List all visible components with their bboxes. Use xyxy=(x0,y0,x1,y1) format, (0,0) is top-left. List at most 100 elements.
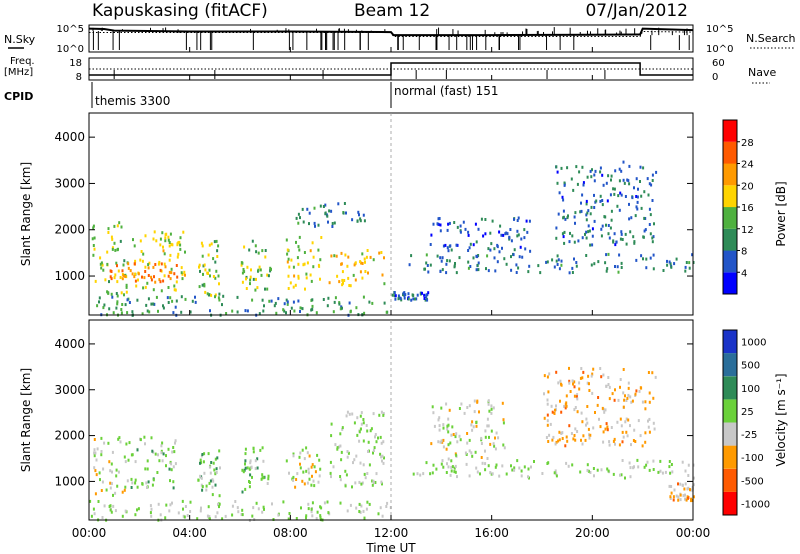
velocity-cell xyxy=(202,460,205,464)
power-cell xyxy=(362,295,365,299)
power-cell xyxy=(456,225,459,229)
power-cell xyxy=(412,297,415,301)
power-cell xyxy=(122,274,125,277)
velocity-cell xyxy=(169,479,171,483)
power-cell xyxy=(157,262,160,266)
velocity-cell xyxy=(487,402,490,406)
power-cell xyxy=(184,250,186,254)
power-cell xyxy=(92,253,95,257)
power-cell xyxy=(115,306,118,310)
power-cell xyxy=(288,265,291,269)
velocity-cell xyxy=(215,467,218,471)
power-cell xyxy=(590,263,593,267)
velocity-cell xyxy=(614,388,616,392)
velocity-cell xyxy=(550,404,553,408)
velocity-cell xyxy=(629,424,631,428)
power-cell xyxy=(581,193,584,197)
velocity-cell xyxy=(95,473,98,477)
velocity-cell xyxy=(572,437,575,441)
power-cell xyxy=(407,292,410,296)
power-cell xyxy=(194,295,196,299)
velocity-cell xyxy=(679,482,682,486)
power-cell xyxy=(608,236,611,240)
power-cell xyxy=(111,247,114,251)
power-cell xyxy=(92,244,95,247)
power-cell xyxy=(287,287,290,290)
power-cell xyxy=(634,214,637,218)
power-cell xyxy=(241,261,244,265)
velocity-cell xyxy=(627,418,630,422)
power-cell xyxy=(578,170,581,174)
power-cell xyxy=(108,307,111,311)
sky-panel-right-label: N.Search xyxy=(746,32,796,45)
velocity-cell xyxy=(305,469,308,473)
velocity-cell xyxy=(156,471,159,474)
velocity-cell xyxy=(622,391,625,395)
velocity-cell xyxy=(377,436,379,440)
power-cell xyxy=(144,234,147,238)
velocity-cell xyxy=(460,402,463,406)
power-cell xyxy=(194,300,197,304)
power-cell xyxy=(317,223,320,227)
velocity-cell xyxy=(244,459,247,463)
power-cell xyxy=(477,261,480,265)
power-cell xyxy=(93,247,96,251)
velocity-cell xyxy=(346,410,349,414)
velocity-cell xyxy=(470,423,473,427)
power-cell xyxy=(161,231,164,235)
velocity-cell xyxy=(568,381,571,385)
velocity-cell xyxy=(476,400,479,404)
velocity-cell xyxy=(484,449,486,453)
power-cell xyxy=(584,232,586,236)
velocity-cell xyxy=(430,442,433,446)
velocity-cell xyxy=(261,473,264,477)
cpid-segment-0: themis 3300 xyxy=(95,94,170,108)
velocity-cell xyxy=(545,436,548,439)
power-cell xyxy=(627,179,630,183)
velocity-cell xyxy=(339,444,342,448)
velocity-cell xyxy=(359,461,362,465)
velocity-cell xyxy=(629,395,632,399)
power-cell xyxy=(414,297,416,301)
velocity-cell xyxy=(576,410,579,414)
power-cell xyxy=(556,263,559,266)
power-cell xyxy=(137,272,140,276)
velocity-cell xyxy=(124,509,127,513)
power-cell xyxy=(333,300,336,304)
power-cell xyxy=(553,265,556,269)
velocity-cell xyxy=(677,495,680,499)
power-cell xyxy=(289,281,292,285)
power-cell xyxy=(633,186,635,190)
velocity-cell xyxy=(371,483,374,487)
velocity-cell xyxy=(383,456,385,460)
velocity-cell xyxy=(255,501,258,505)
velocity-cell xyxy=(574,406,577,409)
power-cell xyxy=(100,261,103,265)
velocity-cell xyxy=(480,442,483,445)
power-cell xyxy=(453,221,456,224)
power-cell xyxy=(484,218,487,221)
power-cell xyxy=(154,280,157,284)
power-cell xyxy=(167,274,170,278)
power-cell xyxy=(590,175,593,179)
power-cell xyxy=(563,181,566,185)
power-cell xyxy=(446,259,449,263)
power-cell xyxy=(628,202,630,206)
power-cell xyxy=(618,253,621,257)
power-cell xyxy=(614,169,617,173)
power-cell xyxy=(519,245,522,249)
power-cell xyxy=(599,194,602,198)
velocity-cell xyxy=(641,444,644,448)
velocity-cell xyxy=(248,480,250,483)
velocity-cell xyxy=(189,510,192,513)
velocity-cell xyxy=(546,413,549,417)
velocity-cell xyxy=(492,442,495,446)
velocity-cell xyxy=(684,497,686,501)
power-cell xyxy=(485,267,487,271)
power-cell xyxy=(591,227,594,231)
velocity-cell xyxy=(93,438,96,441)
velocity-cell xyxy=(103,441,106,445)
velocity-cell xyxy=(365,424,368,427)
velocity-cell xyxy=(181,499,184,503)
